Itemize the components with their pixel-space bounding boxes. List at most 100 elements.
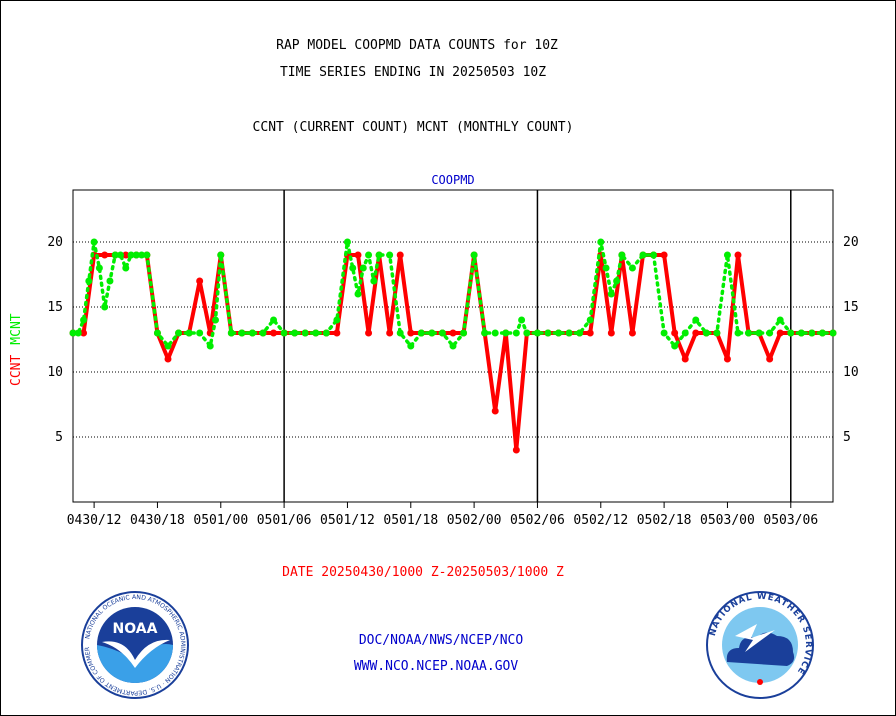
y-tick-label-right: 10: [843, 365, 859, 380]
point-ccnt: [586, 329, 594, 337]
footer-org-link[interactable]: DOC/NOAA/NWS/NCEP/NCO: [358, 633, 524, 648]
nws-logo: NATIONAL WEATHER SERVICE: [706, 591, 814, 699]
series-line-ccnt: [71, 253, 835, 452]
point-mcnt: [153, 329, 161, 337]
point-mcnt: [322, 329, 330, 337]
date-range-label: DATE 20250430/1000 Z-20250503/1000 Z: [282, 565, 564, 580]
point-mcnt: [69, 329, 77, 337]
point-mcnt: [481, 329, 489, 337]
point-mcnt: [301, 329, 309, 337]
point-ccnt: [681, 355, 689, 363]
point-mcnt: [370, 277, 378, 285]
point-mcnt: [85, 277, 93, 285]
point-mcnt: [602, 264, 610, 272]
point-mcnt: [407, 342, 415, 350]
point-ccnt: [776, 329, 784, 337]
point-mcnt: [671, 342, 679, 350]
point-mcnt: [607, 290, 615, 298]
point-ccnt: [607, 329, 615, 337]
point-mcnt: [533, 329, 541, 337]
point-mcnt: [628, 264, 636, 272]
point-mcnt: [438, 329, 446, 337]
point-mcnt: [212, 316, 219, 324]
x-tick-label: 0430/18: [130, 513, 185, 528]
point-mcnt: [227, 329, 235, 337]
point-mcnt: [829, 329, 837, 337]
point-mcnt: [597, 238, 605, 246]
point-mcnt: [755, 329, 763, 337]
point-mcnt: [512, 329, 520, 337]
chart-title: COOPMD: [431, 173, 474, 187]
noaa-wordmark: NOAA: [113, 621, 158, 637]
y-tick-label-right: 15: [843, 300, 859, 315]
x-tick-label: 0502/12: [573, 513, 628, 528]
point-mcnt: [449, 342, 457, 350]
point-ccnt: [628, 329, 636, 337]
point-mcnt: [386, 251, 394, 259]
footer-site-link[interactable]: WWW.NCO.NCEP.NOAA.GOV: [353, 659, 519, 674]
point-mcnt: [565, 329, 573, 337]
point-mcnt: [776, 316, 784, 324]
point-mcnt: [132, 251, 140, 259]
point-mcnt: [117, 251, 124, 259]
point-ccnt: [270, 329, 278, 337]
point-ccnt: [386, 329, 394, 337]
x-tick-label: 0430/12: [67, 513, 122, 528]
point-mcnt: [544, 329, 552, 337]
point-mcnt: [175, 329, 183, 337]
point-mcnt: [206, 342, 214, 350]
point-mcnt: [90, 238, 98, 246]
point-mcnt: [787, 329, 795, 337]
y-tick-label-left: 5: [55, 430, 63, 445]
y-tick-label-left: 10: [47, 365, 63, 380]
point-mcnt: [122, 264, 130, 272]
x-tick-label: 0501/00: [193, 513, 248, 528]
point-mcnt: [238, 329, 246, 337]
x-tick-label: 0502/18: [637, 513, 692, 528]
x-tick-label: 0502/06: [510, 513, 565, 528]
point-mcnt: [291, 329, 299, 337]
point-ccnt: [766, 355, 774, 363]
y-axis-label: CCNT MCNT: [9, 313, 24, 386]
point-mcnt: [428, 329, 436, 337]
y-axis-label-ccnt: CCNT: [9, 355, 24, 386]
point-mcnt: [396, 329, 404, 337]
point-mcnt: [650, 251, 658, 259]
point-mcnt: [491, 329, 499, 337]
y-tick-label-left: 15: [47, 300, 63, 315]
point-mcnt: [766, 329, 774, 337]
point-mcnt: [460, 329, 468, 337]
point-mcnt: [660, 329, 668, 337]
point-mcnt: [196, 329, 204, 337]
y-tick-label-right: 5: [843, 430, 851, 445]
x-tick-label: 0501/12: [320, 513, 375, 528]
point-mcnt: [343, 238, 351, 246]
x-tick-label: 0503/00: [700, 513, 755, 528]
point-mcnt: [518, 316, 526, 324]
point-mcnt: [359, 264, 367, 272]
point-mcnt: [681, 329, 689, 337]
point-mcnt: [365, 251, 373, 259]
x-tick-label: 0503/06: [763, 513, 818, 528]
point-ccnt: [723, 355, 731, 363]
point-mcnt: [797, 329, 805, 337]
point-mcnt: [312, 329, 320, 337]
point-mcnt: [106, 277, 114, 285]
point-ccnt: [333, 329, 341, 337]
point-mcnt: [470, 251, 478, 259]
point-ccnt: [512, 446, 520, 454]
point-ccnt: [80, 329, 88, 337]
point-mcnt: [95, 264, 103, 272]
point-mcnt: [555, 329, 563, 337]
point-mcnt: [164, 342, 172, 350]
point-mcnt: [417, 329, 425, 337]
point-mcnt: [639, 251, 647, 259]
point-ccnt: [449, 329, 457, 337]
point-ccnt: [122, 251, 130, 259]
point-ccnt: [734, 251, 742, 259]
point-mcnt: [523, 329, 531, 337]
point-mcnt: [375, 251, 383, 259]
point-mcnt: [692, 316, 700, 324]
point-ccnt: [101, 251, 109, 259]
